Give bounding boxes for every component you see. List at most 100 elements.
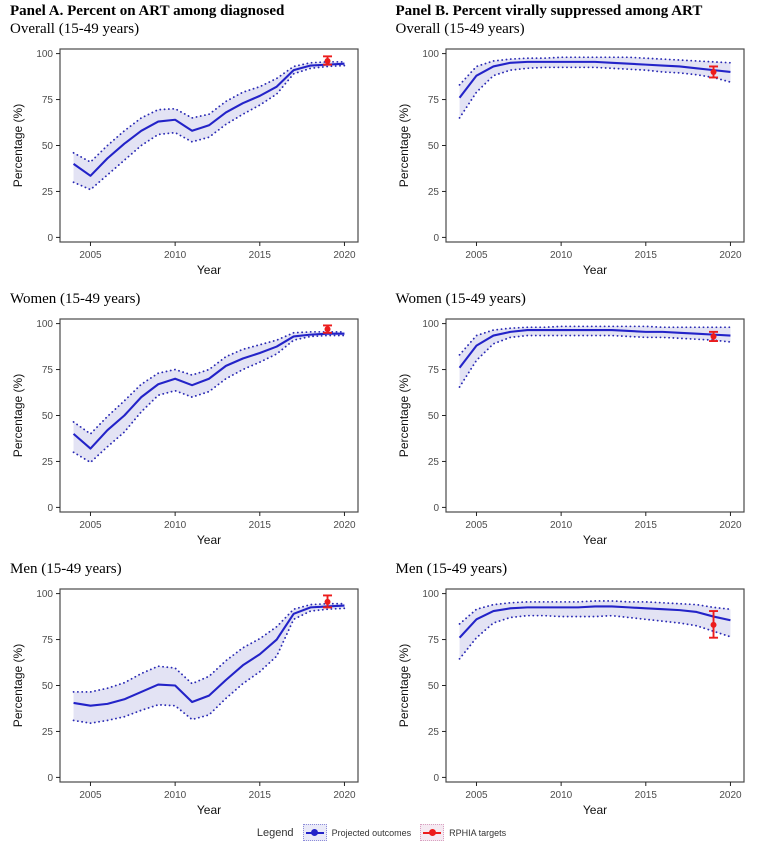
target-errorbar [708,330,718,343]
chart-canvas: 0 25 50 75 100 2005 2010 2015 2020 Year Percentage… [396,310,754,550]
chart-svg: 0 25 50 75 100 2005 2010 2015 2020 Year Percentage… [397,48,745,277]
legend-label: Projected outcomes [331,827,412,838]
projection-line [73,604,345,707]
rphia-targets-key-icon [420,824,445,841]
legend-title: Legend [256,826,294,839]
x-tick-label: 2005 [465,790,488,801]
x-tick-label: 2015 [634,790,657,801]
x-tick-label: 2015 [249,250,272,261]
y-tick-label: 0 [47,773,53,784]
lower-bound-dotted [72,64,346,191]
legend: Legend Projected outcomes RPHIA targets [0,824,763,841]
y-tick-label: 75 [427,635,439,646]
y-tick-label: 50 [42,681,54,692]
chart-cell-b-women: Women (15-49 years) 0 25 50 75 100 2005 2010 20… [396,290,758,550]
panel-b-title: Panel B. Percent virally suppressed amon… [395,3,703,19]
chart-subtitle: Men (15-49 years) [395,561,508,577]
y-tick-label: 0 [47,233,53,244]
y-tick-label: 50 [427,141,439,152]
projected-outcomes-key-icon [302,824,327,841]
chart-subtitle: Overall (15-49 years) [10,21,140,37]
x-tick-label: 2020 [719,520,742,531]
y-axis-title: Percentage (%) [11,374,25,457]
y-axis-title: Percentage (%) [11,644,25,727]
chart-subtitle: Women (15-49 years) [395,291,526,307]
x-tick-label: 2005 [79,520,102,531]
chart-canvas: 0 25 50 75 100 2005 2010 2015 2020 Year Percentage… [10,40,368,280]
confidence-band [73,331,345,463]
target-errorbar [708,610,718,639]
chart-svg: 0 25 50 75 100 2005 2010 2015 2020 Year Percentage… [11,588,359,817]
y-axis-title: Percentage (%) [397,104,411,187]
projection-line [458,328,731,369]
y-tick-label: 0 [433,503,439,514]
chart-svg: 0 25 50 75 100 2005 2010 2015 2020 Year Percentage… [397,588,745,817]
chart-cell-a-overall: Panel A. Percent on ART among diagnosed … [10,2,372,280]
y-tick-label: 75 [42,365,54,376]
x-tick-label: 2015 [634,250,657,261]
upper-bound-dotted [458,600,731,625]
y-tick-label: 100 [422,319,439,330]
x-tick-label: 2010 [550,790,573,801]
chart-svg: 0 25 50 75 100 2005 2010 2015 2020 Year Percentage… [397,318,745,547]
y-tick-label: 75 [427,95,439,106]
x-axis-title: Year [197,803,221,817]
x-tick-label: 2010 [550,250,573,261]
y-tick-label: 25 [427,457,439,468]
x-tick-label: 2020 [719,250,742,261]
y-tick-label: 50 [427,411,439,422]
legend-item-rphia: RPHIA targets [420,824,506,841]
x-tick-label: 2010 [164,790,187,801]
y-tick-label: 75 [42,95,54,106]
target-errorbar [708,65,718,79]
y-tick-label: 50 [427,681,439,692]
projection-line [458,60,731,99]
y-tick-label: 25 [42,457,54,468]
x-tick-label: 2005 [465,520,488,531]
chart-canvas: 0 25 50 75 100 2005 2010 2015 2020 Year Percentage… [10,310,368,550]
y-tick-label: 0 [47,503,53,514]
legend-item-projected: Projected outcomes [302,824,412,841]
x-tick-label: 2020 [719,790,742,801]
x-axis-title: Year [582,533,606,547]
chart-canvas: 0 25 50 75 100 2005 2010 2015 2020 Year Percentage… [10,580,368,820]
y-tick-label: 25 [427,187,439,198]
confidence-band [459,57,730,118]
lower-bound-dotted [458,334,731,388]
x-tick-label: 2010 [164,250,187,261]
lower-bound-dotted [72,334,346,464]
chart-subtitle: Women (15-49 years) [10,291,141,307]
y-tick-label: 25 [427,727,439,738]
x-tick-label: 2015 [249,790,272,801]
y-tick-label: 100 [422,589,439,600]
x-axis-title: Year [582,803,606,817]
projection-line [72,62,345,177]
chart-cell-b-men: Men (15-49 years) 0 25 50 75 100 2005 2010 2015… [396,560,758,820]
x-tick-label: 2010 [550,520,573,531]
x-axis-title: Year [197,263,221,277]
y-tick-label: 75 [427,365,439,376]
chart-canvas: 0 25 50 75 100 2005 2010 2015 2020 Year Percentage… [396,580,754,820]
y-axis-title: Percentage (%) [397,374,411,457]
chart-grid: Panel A. Percent on ART among diagnosed … [10,2,758,820]
y-tick-label: 25 [42,187,54,198]
y-axis-title: Percentage (%) [397,644,411,727]
x-tick-label: 2020 [333,790,356,801]
panel-a-title: Panel A. Percent on ART among diagnosed [10,3,285,19]
target-errorbar [323,324,333,334]
x-tick-label: 2020 [333,520,356,531]
y-tick-label: 100 [36,319,53,330]
chart-svg: 0 25 50 75 100 2005 2010 2015 2020 Year Percentage… [11,48,359,277]
chart-subtitle: Overall (15-49 years) [395,21,525,37]
legend-label: RPHIA targets [449,827,507,838]
y-axis-title: Percentage (%) [11,104,25,187]
y-tick-label: 50 [42,411,54,422]
target-errorbar [323,594,333,609]
chart-svg: 0 25 50 75 100 2005 2010 2015 2020 Year Percentage… [11,318,359,547]
y-tick-label: 75 [42,635,54,646]
y-tick-label: 100 [36,589,53,600]
upper-bound-dotted [72,602,346,693]
x-tick-label: 2005 [465,250,488,261]
x-tick-label: 2015 [249,520,272,531]
y-tick-label: 0 [433,233,439,244]
